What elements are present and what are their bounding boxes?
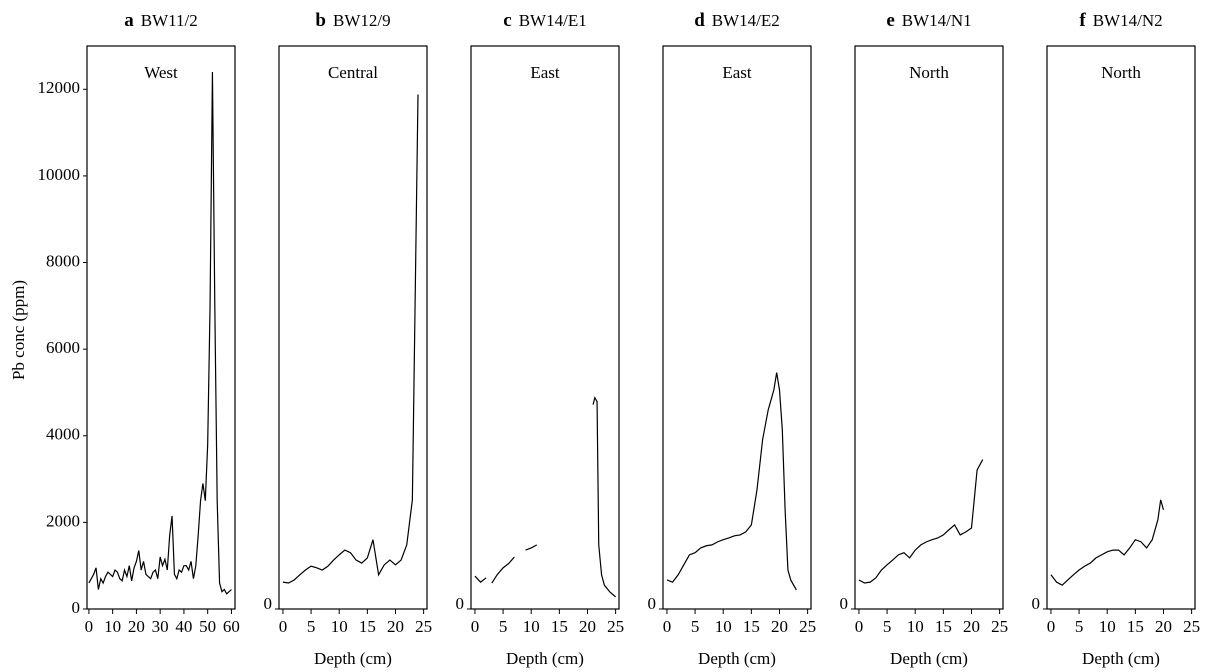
- x-tick-label: 25: [799, 617, 816, 636]
- x-tick-label: 0: [279, 617, 288, 636]
- y-tick-label: 4000: [46, 425, 80, 444]
- data-line: [88, 71, 232, 595]
- panel-name: BW14/N2: [1093, 11, 1163, 30]
- panel-title: b BW12/9: [315, 10, 390, 31]
- panel-name: BW14/E2: [712, 11, 780, 30]
- x-tick-label: 10: [907, 617, 924, 636]
- data-line: [474, 396, 617, 598]
- y-tick-label: 0: [456, 594, 465, 613]
- y-tick-label: 10000: [38, 165, 81, 184]
- panel-name: BW12/9: [333, 11, 391, 30]
- x-axis-label: Depth (cm): [1082, 649, 1160, 668]
- plot-frame: [662, 45, 812, 610]
- x-tick-label: 10: [1099, 617, 1116, 636]
- x-tick-label: 0: [855, 617, 864, 636]
- x-tick-label: 10: [523, 617, 540, 636]
- plot-frame: [278, 45, 428, 610]
- panel-letter: e: [886, 10, 894, 31]
- plot-frame: [1046, 45, 1196, 610]
- x-tick-label: 10: [104, 617, 121, 636]
- region-label: Central: [328, 63, 378, 82]
- x-axis-label: Depth (cm): [698, 649, 776, 668]
- panel-letter: a: [124, 10, 134, 31]
- panel-title: c BW14/E1: [503, 10, 586, 31]
- x-axis-label: Depth (cm): [890, 649, 968, 668]
- x-tick-label: 20: [579, 617, 596, 636]
- x-axis-label: Depth (cm): [314, 649, 392, 668]
- y-tick-label: 6000: [46, 338, 80, 357]
- panel-title: f BW14/N2: [1079, 10, 1162, 31]
- x-tick-label: 60: [223, 617, 240, 636]
- plot-frame: [854, 45, 1004, 610]
- x-tick-label: 30: [152, 617, 169, 636]
- y-tick-label: 2000: [46, 511, 80, 530]
- region-label: East: [530, 63, 560, 82]
- x-tick-label: 10: [331, 617, 348, 636]
- x-tick-label: 5: [499, 617, 508, 636]
- x-tick-label: 25: [607, 617, 624, 636]
- x-tick-label: 5: [883, 617, 892, 636]
- y-tick-label: 0: [648, 594, 657, 613]
- y-tick-label: 0: [840, 594, 849, 613]
- x-tick-label: 20: [771, 617, 788, 636]
- x-tick-label: 5: [691, 617, 700, 636]
- x-tick-label: 20: [128, 617, 145, 636]
- plot-frame: [470, 45, 620, 610]
- panel-letter: d: [694, 10, 705, 31]
- y-tick-label: 0: [72, 598, 81, 617]
- region-label: North: [909, 63, 949, 82]
- x-tick-label: 0: [85, 617, 94, 636]
- panel-name: BW11/2: [141, 11, 198, 30]
- x-tick-label: 15: [743, 617, 760, 636]
- x-tick-label: 5: [307, 617, 316, 636]
- panel-letter: c: [503, 10, 511, 31]
- x-tick-label: 0: [1047, 617, 1056, 636]
- x-tick-label: 25: [415, 617, 432, 636]
- y-tick-label: 0: [1032, 594, 1041, 613]
- x-tick-label: 15: [359, 617, 376, 636]
- y-tick-label: 0: [264, 594, 273, 613]
- x-tick-label: 50: [199, 617, 216, 636]
- plot-frame: [86, 45, 236, 610]
- panel-title: e BW14/N1: [886, 10, 971, 31]
- data-line: [858, 459, 984, 584]
- data-line: [666, 372, 797, 591]
- x-tick-label: 10: [715, 617, 732, 636]
- x-tick-label: 20: [1155, 617, 1172, 636]
- x-tick-label: 15: [551, 617, 568, 636]
- x-tick-label: 20: [387, 617, 404, 636]
- x-tick-label: 40: [175, 617, 192, 636]
- panel-title: d BW14/E2: [694, 10, 780, 31]
- region-label: West: [144, 63, 178, 82]
- x-tick-label: 15: [1127, 617, 1144, 636]
- x-tick-label: 0: [663, 617, 672, 636]
- panel-letter: f: [1079, 10, 1086, 31]
- region-label: North: [1101, 63, 1141, 82]
- y-axis-label: Pb conc (ppm): [9, 280, 28, 380]
- y-tick-label: 8000: [46, 251, 80, 270]
- x-tick-label: 20: [963, 617, 980, 636]
- panel-title: a BW11/2: [124, 10, 197, 31]
- x-tick-label: 25: [1183, 617, 1200, 636]
- panel-letter: b: [315, 10, 326, 31]
- x-tick-label: 0: [471, 617, 480, 636]
- y-tick-label: 12000: [38, 78, 81, 97]
- region-label: East: [722, 63, 752, 82]
- data-line: [1050, 499, 1165, 586]
- panel-name: BW14/N1: [902, 11, 972, 30]
- x-axis-label: Depth (cm): [506, 649, 584, 668]
- x-tick-label: 25: [991, 617, 1008, 636]
- x-tick-label: 5: [1075, 617, 1084, 636]
- x-tick-label: 15: [935, 617, 952, 636]
- panel-name: BW14/E1: [519, 11, 587, 30]
- data-line: [282, 94, 419, 584]
